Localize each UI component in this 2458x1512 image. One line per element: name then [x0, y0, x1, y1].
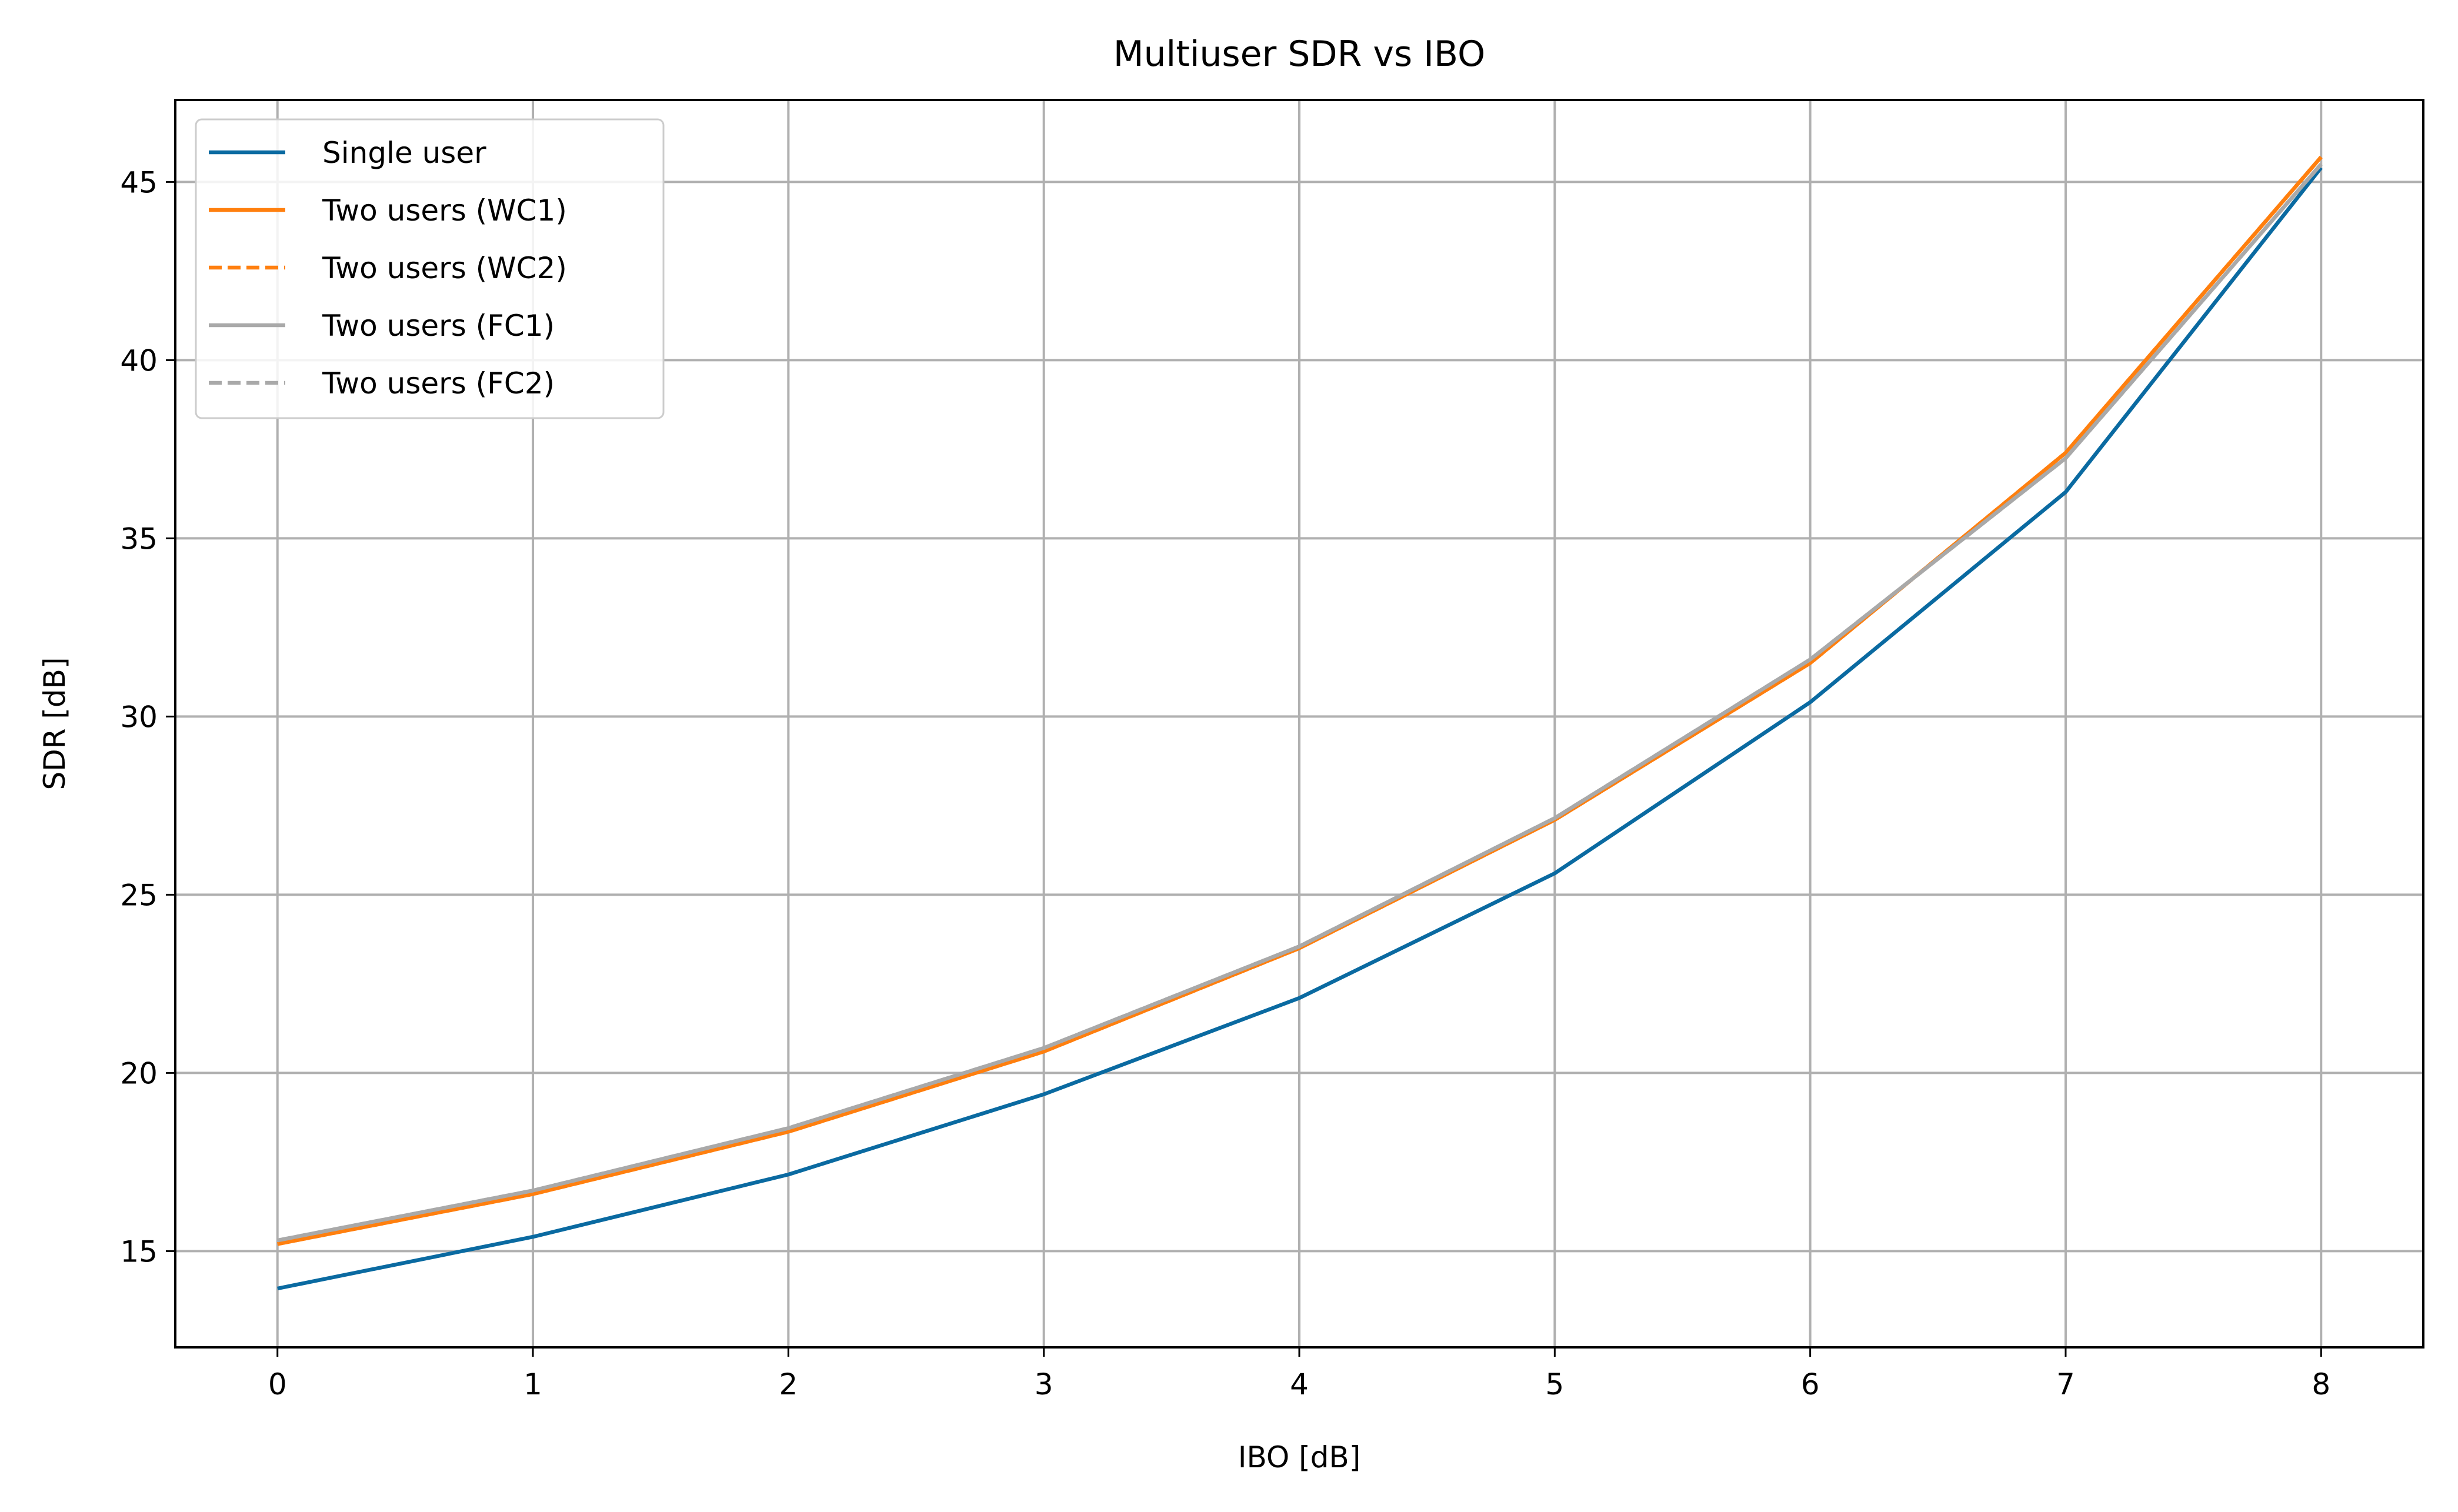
series-line-5 [277, 162, 2323, 1243]
y-tick-label: 40 [120, 343, 158, 378]
y-tick-label: 35 [120, 522, 158, 556]
series-lines [277, 155, 2323, 1291]
x-tick-label: 0 [268, 1367, 287, 1401]
chart-title: Multiuser SDR vs IBO [1113, 34, 1486, 75]
legend-box [195, 118, 665, 419]
legend-label: Two users (WC1) [322, 193, 567, 228]
x-axis-label: IBO [dB] [1238, 1440, 1360, 1474]
legend-label: Single user [322, 136, 486, 170]
x-tick-label: 5 [1545, 1367, 1564, 1401]
grid [175, 100, 2423, 1347]
y-tick-label: 20 [120, 1056, 158, 1090]
x-tick-label: 7 [2056, 1367, 2075, 1401]
x-tick-label: 3 [1035, 1367, 1053, 1401]
legend-label: Two users (WC2) [322, 251, 567, 285]
y-tick-label: 25 [120, 878, 158, 912]
y-tick-label: 30 [120, 700, 158, 734]
y-tick-label: 15 [120, 1234, 158, 1269]
x-tick-label: 8 [2312, 1367, 2330, 1401]
legend-label: Two users (FC2) [322, 366, 555, 400]
x-tick-label: 4 [1290, 1367, 1309, 1401]
series-line-1 [277, 166, 2323, 1291]
y-tick-label: 45 [120, 165, 158, 199]
x-tick-label: 6 [1801, 1367, 1820, 1401]
x-tick-label: 2 [779, 1367, 798, 1401]
x-tick-label: 1 [523, 1367, 542, 1401]
legend: Single user Two users (WC1) Two users (WC2… [195, 118, 665, 419]
legend-label: Two users (FC1) [322, 309, 555, 343]
y-axis-label: SDR [dB] [38, 657, 72, 790]
